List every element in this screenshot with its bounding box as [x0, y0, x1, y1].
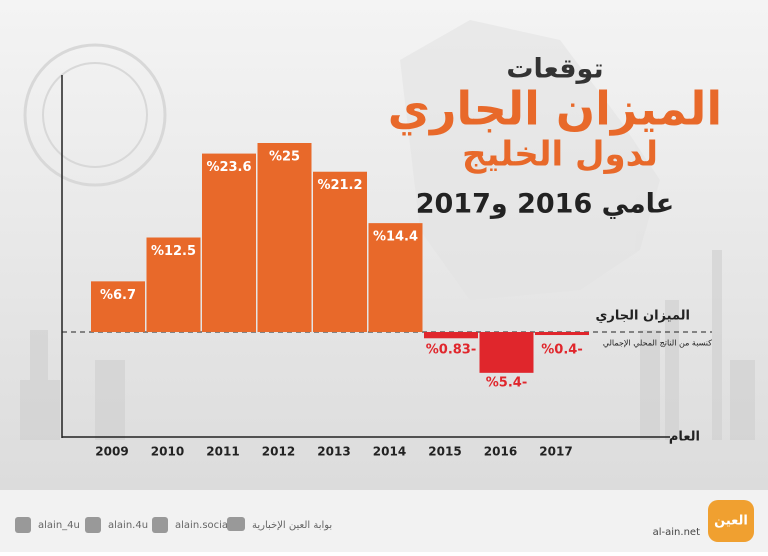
instagram: alain.4u	[108, 520, 148, 531]
twitter: alain_4u	[38, 520, 80, 531]
value-label: %0.4-	[541, 343, 582, 358]
bar	[313, 171, 367, 332]
facebook-icon	[152, 517, 168, 533]
stamp-inner	[42, 62, 148, 168]
bar	[535, 332, 589, 336]
kicker: توقعات	[506, 54, 603, 85]
value-label: %25	[269, 150, 300, 165]
subtitle: لدول الخليج	[462, 135, 658, 175]
x-tick-label: 2015	[428, 445, 461, 459]
bar	[368, 223, 423, 332]
title: الميزان الجاري	[388, 82, 722, 136]
twitter-icon	[15, 517, 31, 533]
logo-bg	[708, 500, 754, 542]
value-label: %12.5	[151, 244, 196, 259]
value-label: %21.2	[317, 178, 362, 193]
x-tick-label: 2012	[262, 445, 295, 459]
series-label: الميزان الجاري	[595, 309, 690, 324]
site: al-ain.net	[653, 527, 700, 538]
facebook: alain.social	[175, 520, 231, 531]
bar	[91, 281, 145, 332]
youtube: بوابة العين الإخبارية	[252, 520, 332, 531]
series-note: كنسبة من الناتج المحلي الإجمالي	[603, 339, 712, 349]
value-label: %14.4	[373, 230, 418, 245]
x-tick-label: 2014	[373, 445, 406, 459]
value-label: %23.6	[206, 160, 251, 175]
footer-band	[0, 490, 768, 552]
bar	[146, 237, 201, 332]
bars: %6.7 2009 %12.5 2010 %23.6 2011 %25 2012 %21.2 20…	[91, 143, 589, 459]
footer: alain_4u alain.4u alain.social بوابة الع…	[15, 500, 754, 542]
x-tick-label: 2009	[95, 445, 128, 459]
x-tick-label: 2011	[206, 445, 239, 459]
youtube-icon	[227, 517, 245, 531]
value-label: %6.7	[100, 288, 136, 303]
bar	[424, 332, 478, 339]
x-axis-label: العام	[669, 430, 700, 445]
instagram-icon	[85, 517, 101, 533]
skyline	[20, 20, 755, 440]
x-tick-label: 2016	[484, 445, 517, 459]
x-tick-label: 2010	[151, 445, 184, 459]
stamp	[23, 43, 167, 187]
value-label: %5.4-	[486, 375, 527, 390]
x-tick-label: 2017	[539, 445, 572, 459]
value-label: %0.83-	[426, 343, 477, 358]
subtitle-years: عامي 2016 و2017	[416, 189, 675, 220]
bar	[202, 153, 256, 332]
bar	[479, 332, 534, 373]
logo: العين	[714, 514, 748, 529]
bar	[257, 143, 312, 332]
x-tick-label: 2013	[317, 445, 350, 459]
